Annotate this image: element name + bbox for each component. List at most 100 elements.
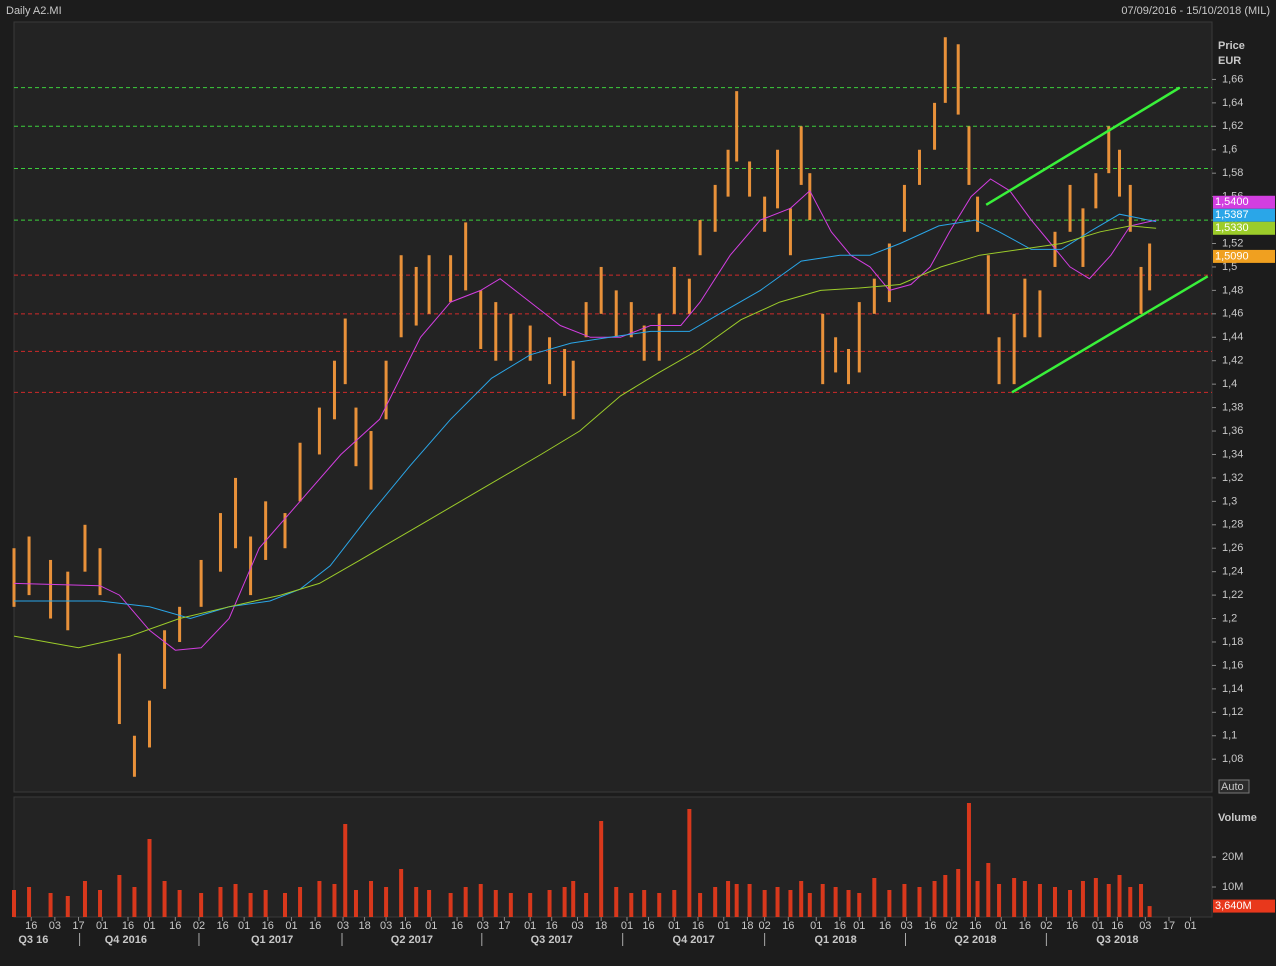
volume-bar [478,884,483,917]
price-bar [902,184,906,232]
volume-panel [13,796,1213,918]
volume-bar [820,884,825,917]
x-tick-label: 16 [1066,920,1078,932]
price-bar [563,348,567,396]
volume-bar [199,893,204,917]
volume-bar [65,896,70,917]
price-bar [218,513,222,572]
volume-bar [932,881,937,917]
x-tick-label: 03 [571,920,583,932]
price-bar [698,220,702,256]
price-bar [726,149,730,197]
auto-button-label[interactable]: Auto [1221,781,1244,793]
volume-bar [687,809,692,917]
price-bar [872,278,876,314]
volume-bar [463,887,468,917]
price-bar [132,735,136,777]
price-bar [788,208,792,256]
volume-bar [872,878,877,917]
volume-bar [493,890,498,917]
moving-average [14,213,1157,620]
x-tick-label: 01 [995,920,1007,932]
volume-bar [799,881,804,917]
x-tick-label: 16 [546,920,558,932]
x-tick-label: 01 [853,920,865,932]
y-tick-label: 1,16 [1222,659,1243,671]
price-bar [264,501,268,560]
x-tick-label: 18 [741,920,753,932]
volume-bar [747,884,752,917]
price-bar [509,313,513,361]
x-tick-label: 16 [879,920,891,932]
volume-bar [584,893,589,917]
price-bar [857,302,861,373]
price-bar [967,126,971,185]
price-bar [657,313,661,361]
x-tick-label: 16 [1111,920,1123,932]
volume-bar [887,890,892,917]
price-bar [49,559,53,619]
price-bar [117,653,121,725]
volume-bar [528,893,533,917]
volume-bar [562,887,567,917]
price-bar [148,700,152,748]
quarter-label: Q4 2016 [105,934,147,946]
y-tick-label: 1,28 [1222,519,1243,531]
price-bar [748,161,752,197]
price-bar [614,290,618,338]
price-bar [1038,290,1042,338]
volume-bar [317,881,322,917]
y-tick-label: 1,22 [1222,589,1243,601]
y-tick-label: 1,66 [1222,73,1243,85]
last-value-label: 1,5400 [1215,196,1249,208]
price-bar [369,431,373,490]
price-bar [414,266,418,326]
volume-bar [98,890,103,917]
volume-bar [966,803,971,917]
y-tick-label: 1,46 [1222,308,1243,320]
y-tick-label: 1,34 [1222,448,1243,460]
auto-button[interactable] [1218,779,1250,794]
price-bar [629,302,633,338]
volume-bar [427,890,432,917]
trend-line [985,86,1181,206]
volume-bar [218,887,223,917]
price-bar [343,318,347,385]
volume-bar [1128,887,1133,917]
chart-title: Daily A2.MI [6,5,62,17]
date-range: 07/09/2016 - 15/10/2018 (MIL) [1121,5,1270,17]
price-bar [672,266,676,314]
x-tick-label: 16 [642,920,654,932]
price-bar [834,337,838,373]
price-bar [1081,208,1085,267]
price-bar [1148,243,1152,291]
volume-bar [657,893,662,917]
y-tick-label: 1,14 [1222,683,1243,695]
volume-bar [332,884,337,917]
volume-bar [629,893,634,917]
volume-bar [1012,878,1017,917]
y-tick-label: 1,44 [1222,331,1243,343]
volume-bar [132,887,137,917]
price-bar [997,337,1001,385]
price-bar [1012,313,1016,385]
price-bar [1107,126,1111,174]
volume-bar [48,893,53,917]
price-bar [986,255,990,314]
y-tick-label: 1,1 [1222,730,1237,742]
volume-label: Volume [1218,812,1257,824]
price-bar [399,255,403,338]
price-bar [548,337,552,385]
price-bar [449,255,453,303]
price-bar [956,44,960,115]
volume-bar [571,881,576,917]
price-bar [1094,173,1098,209]
price-bar [199,559,203,607]
y-tick-label: 1,26 [1222,542,1243,554]
price-bar [298,442,302,502]
price-bar [933,102,937,150]
price-bar [27,536,31,596]
x-tick-label: 01 [1092,920,1104,932]
volume-bar [917,887,922,917]
volume-bar [12,890,16,917]
